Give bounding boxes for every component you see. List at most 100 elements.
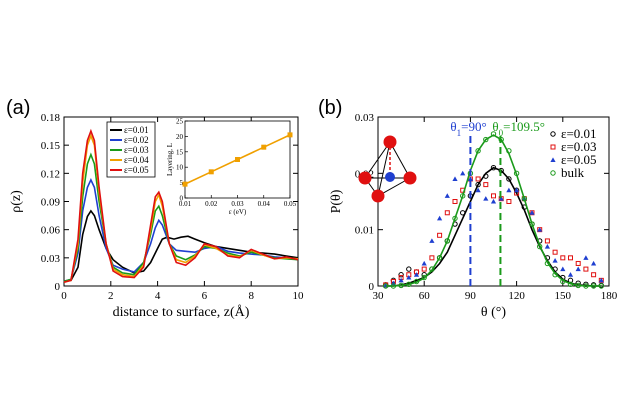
x-tick-label: 120 [508, 290, 525, 302]
panel-a-y-axis-label: ρ(z) [9, 190, 24, 213]
series-line-5 [63, 128, 299, 283]
data-point [390, 283, 397, 289]
data-point [437, 215, 443, 221]
data-point [590, 283, 597, 289]
legend-label: ε=0.01 [561, 126, 597, 141]
data-point [413, 278, 420, 285]
y-tick-label: 0.03 [41, 253, 61, 265]
data-point [460, 210, 466, 216]
inset-point [235, 157, 240, 162]
atom-red [383, 135, 397, 149]
data-point [444, 238, 450, 244]
atom-red [403, 171, 417, 185]
data-point [544, 238, 550, 244]
x-tick-label: 2 [108, 290, 114, 302]
data-point [452, 176, 458, 181]
data-point [552, 249, 558, 255]
data-point [560, 278, 566, 285]
panel-b-label: (b) [318, 97, 342, 119]
data-point [398, 272, 404, 278]
bond-line [377, 141, 391, 197]
inset-x-tick-label: 0.01 [179, 200, 192, 208]
panel-a-label: (a) [6, 97, 30, 119]
tetrahedron-diagram [358, 135, 417, 203]
data-point [483, 136, 489, 143]
y-tick-label: 0.09 [41, 197, 61, 209]
y-tick-label: 0.12 [41, 168, 60, 180]
legend-label: ε=0.03 [124, 145, 149, 155]
data-point [429, 266, 435, 272]
data-point [491, 193, 496, 199]
data-point [444, 193, 450, 198]
y-tick-label: 0.15 [41, 140, 61, 152]
data-point [560, 266, 566, 272]
data-point [429, 255, 435, 261]
x-tick-label: 4 [155, 290, 161, 302]
x-tick-label: 10 [293, 290, 305, 302]
data-point [483, 182, 489, 188]
data-point [568, 255, 573, 261]
x-tick-label: 8 [248, 290, 254, 302]
data-point [429, 238, 435, 243]
inset-y-tick-label: 10 [176, 164, 184, 172]
legend-label: ε=0.03 [561, 139, 597, 154]
data-point [550, 157, 556, 162]
data-point [406, 281, 412, 288]
data-point [506, 176, 512, 182]
series-line-1 [63, 209, 299, 283]
data-point [513, 170, 520, 177]
data-point [398, 282, 404, 289]
legend-label: ε=0.01 [124, 125, 149, 135]
x-tick-label: 180 [601, 290, 618, 302]
y-tick-label: 0 [55, 281, 61, 293]
fit-line-1 [385, 166, 602, 287]
y-tick-label: 0.03 [355, 112, 375, 124]
data-point [475, 181, 481, 188]
series-line-2 [63, 178, 299, 283]
data-point [498, 196, 504, 201]
inset-x-tick-label: 0.05 [284, 200, 297, 208]
angle-annotation: θ0=109.5° [492, 119, 545, 138]
data-point [483, 173, 489, 179]
data-point [552, 258, 558, 263]
data-point [598, 277, 604, 283]
legend-label: ε=0.04 [124, 155, 149, 165]
y-tick-label: 0.18 [41, 112, 61, 124]
data-point [460, 170, 466, 176]
panel-b-y-axis-label: P(θ) [329, 189, 344, 213]
y-tick-label: 0.06 [41, 225, 61, 237]
data-point [575, 260, 581, 266]
data-point [444, 210, 450, 216]
inset-y-tick-label: 15 [176, 148, 184, 156]
x-tick-label: 30 [373, 290, 385, 302]
inset-y-tick-label: 5 [180, 179, 184, 187]
data-point [406, 274, 412, 280]
inset-y-axis-label: Layering, L [166, 143, 174, 176]
data-point [583, 255, 589, 260]
data-point [452, 215, 458, 222]
inset-x-tick-label: 0.03 [231, 200, 244, 208]
inset-point [287, 132, 293, 138]
legend-label: ε=0.05 [124, 165, 149, 175]
data-point [591, 272, 597, 278]
data-point [436, 255, 443, 261]
bond-line [389, 141, 411, 179]
inset-y-tick-label: 20 [176, 133, 184, 141]
x-tick-label: 90 [465, 290, 477, 302]
x-tick-label: 60 [419, 290, 431, 302]
inset-point [261, 144, 267, 150]
data-point [537, 243, 543, 250]
data-point [452, 199, 458, 204]
data-point [550, 170, 556, 176]
inset-y-tick-label: 25 [176, 118, 184, 126]
data-point [575, 282, 581, 289]
x-tick-label: 0 [61, 290, 67, 302]
data-point [575, 266, 581, 272]
panel-b-x-axis-label: θ (°) [481, 305, 506, 320]
y-tick-label: 0.01 [355, 225, 374, 237]
data-point [460, 193, 466, 199]
data-point [475, 187, 481, 193]
data-point [506, 148, 512, 154]
data-point [544, 243, 550, 249]
